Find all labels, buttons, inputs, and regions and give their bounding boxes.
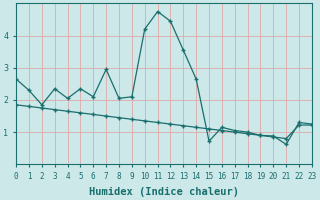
X-axis label: Humidex (Indice chaleur): Humidex (Indice chaleur) — [89, 186, 239, 197]
